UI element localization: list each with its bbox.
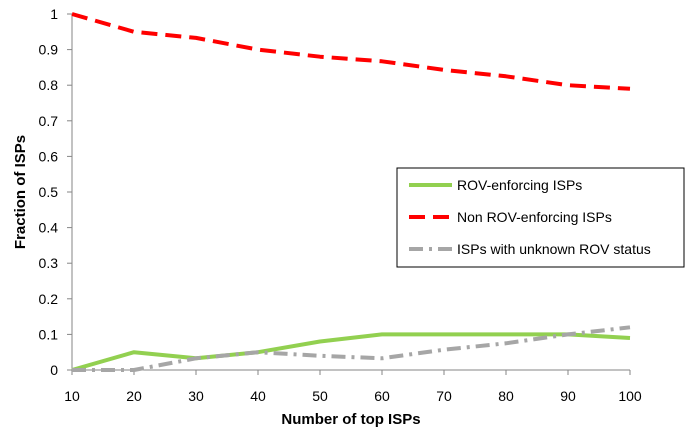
x-tick-label: 70 (436, 388, 452, 404)
y-tick-label: 0.9 (39, 42, 59, 58)
series-line-2 (72, 325, 631, 372)
y-tick-label: 0.7 (39, 113, 59, 129)
x-tick-label: 10 (64, 388, 80, 404)
x-tick-labels: 10 20 30 40 50 60 70 80 90 100 (64, 370, 642, 404)
x-axis-title: Number of top ISPs (281, 411, 420, 428)
x-tick-label: 20 (126, 388, 142, 404)
legend: ROV-enforcing ISPs Non ROV-enforcing ISPs… (396, 167, 685, 268)
legend-label-2: ISPs with unknown ROV status (457, 241, 651, 257)
y-tick-label: 0.6 (39, 148, 59, 164)
y-tick-label: 0 (50, 362, 58, 378)
y-tick-label: 0.3 (39, 255, 59, 271)
series-line-1 (71, 12, 631, 91)
y-tick-labels: 0 0.1 0.2 0.3 0.4 0.5 0.6 0.7 0.8 0.9 1 (39, 6, 72, 378)
x-tick-label: 40 (250, 388, 266, 404)
x-tick-label: 90 (560, 388, 576, 404)
x-tick-label: 80 (498, 388, 514, 404)
legend-label-0: ROV-enforcing ISPs (457, 177, 582, 193)
y-tick-label: 1 (50, 6, 58, 22)
y-tick-label: 0.1 (39, 326, 59, 342)
y-tick-label: 0.8 (39, 77, 59, 93)
y-tick-label: 0.4 (39, 220, 59, 236)
series-line-0 (71, 332, 631, 372)
x-tick-label: 30 (188, 388, 204, 404)
y-tick-label: 0.2 (39, 291, 59, 307)
y-tick-label: 0.5 (39, 184, 59, 200)
legend-label-1: Non ROV-enforcing ISPs (457, 209, 612, 225)
y-axis-title: Fraction of ISPs (12, 135, 29, 249)
x-tick-label: 60 (374, 388, 390, 404)
series-lines (71, 12, 631, 372)
x-tick-label: 50 (312, 388, 328, 404)
x-tick-label: 100 (618, 388, 642, 404)
